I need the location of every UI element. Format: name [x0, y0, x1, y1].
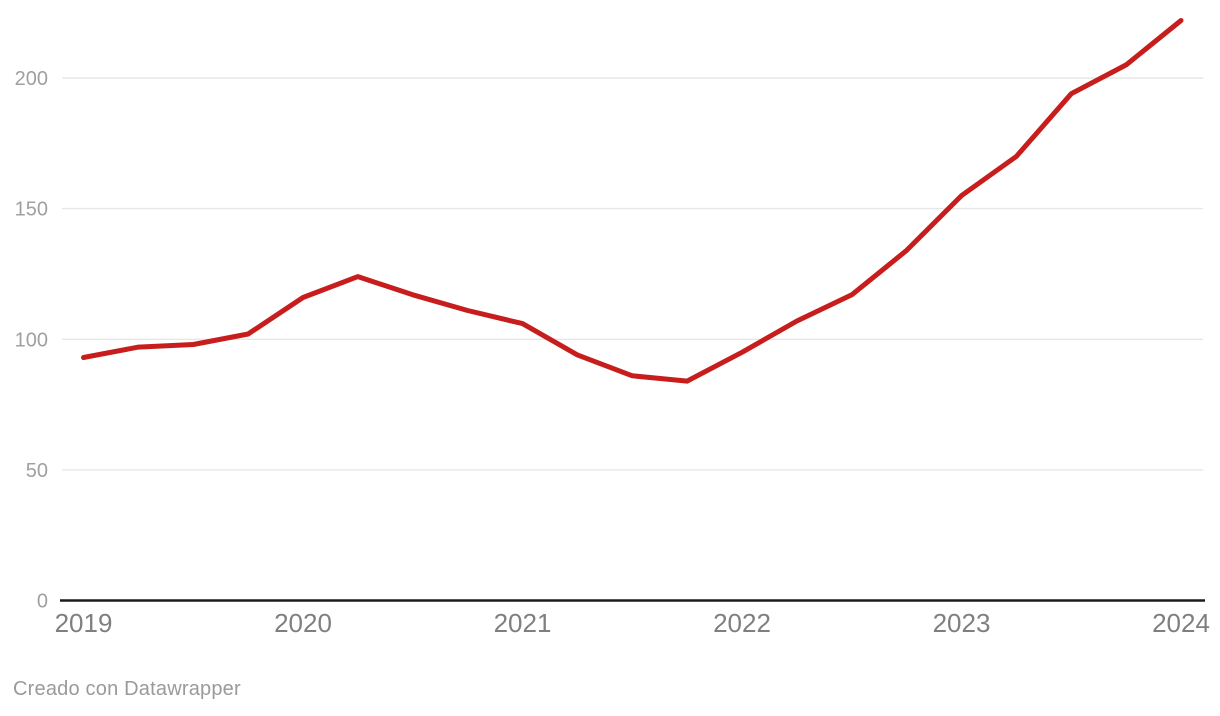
x-tick-label-2024: 2024	[1152, 608, 1210, 638]
x-axis-labels: 2019 2020 2021 2022 2023 2024	[55, 608, 1210, 638]
x-tick-label-2023: 2023	[933, 608, 991, 638]
y-axis-labels: 0 50 100 150 200	[15, 68, 48, 613]
x-tick-label-2020: 2020	[274, 608, 332, 638]
x-tick-label-2022: 2022	[713, 608, 771, 638]
credit-text: Creado con Datawrapper	[13, 678, 241, 700]
y-tick-label-100: 100	[15, 329, 48, 351]
line-chart: 0 50 100 150 200 2019 2020 2021 2022 2023 2024	[15, 18, 1210, 638]
y-tick-label-0: 0	[37, 591, 48, 613]
y-tick-label-150: 150	[15, 199, 48, 221]
gridlines	[62, 77, 1203, 471]
x-tick-label-2021: 2021	[494, 608, 552, 638]
chart-footer: Creado con Datawrapper	[13, 679, 241, 699]
y-tick-label-50: 50	[26, 460, 48, 482]
x-tick-label-2019: 2019	[55, 608, 113, 638]
y-tick-label-200: 200	[15, 68, 48, 90]
data-line-series	[81, 18, 1184, 384]
